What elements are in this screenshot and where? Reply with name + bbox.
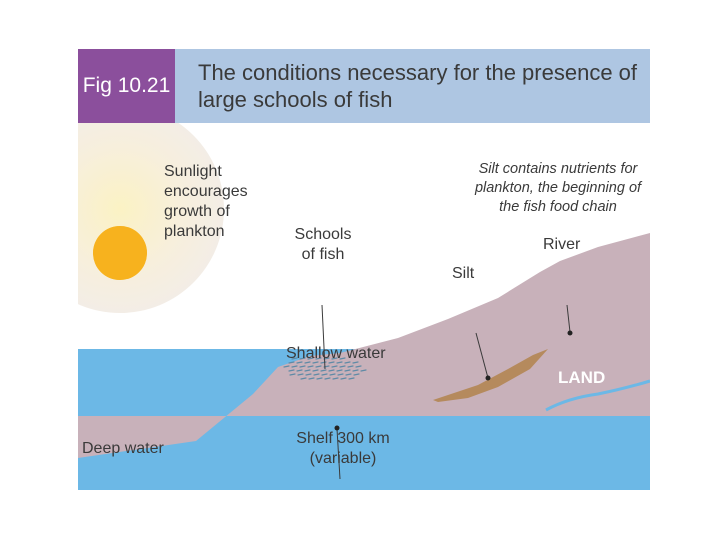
fish-mark xyxy=(360,369,367,372)
oceans-label: OCEANS xyxy=(82,319,155,338)
land xyxy=(78,233,650,458)
fish-mark xyxy=(331,365,338,368)
fish-mark xyxy=(336,369,343,372)
fish-mark xyxy=(352,369,359,372)
silt-label: Silt xyxy=(452,265,475,282)
fish-mark xyxy=(296,361,303,364)
fish-mark xyxy=(299,357,306,360)
fish-mark xyxy=(312,361,319,364)
fish-mark xyxy=(312,369,319,372)
silt-pointer xyxy=(475,332,489,379)
fish-mark xyxy=(332,377,339,380)
fish-mark xyxy=(345,373,352,376)
fish-mark xyxy=(300,377,307,380)
fish-mark xyxy=(288,361,295,364)
deep-water-label: Deep water xyxy=(82,440,164,457)
sunlight-label: Sunlight encourages growth of plankton xyxy=(164,163,248,240)
figure: Fig 10.21 The conditions necessary for t… xyxy=(78,49,650,490)
fish-mark xyxy=(340,377,347,380)
fish-mark xyxy=(304,369,311,372)
figure-number: Fig 10.21 xyxy=(78,49,175,123)
fish-mark xyxy=(331,357,338,360)
fish-mark xyxy=(307,365,314,368)
shallow-water-label: Shallow water xyxy=(286,345,386,362)
fish-mark xyxy=(344,369,351,372)
fish-mark xyxy=(315,357,322,360)
fish-mark xyxy=(316,377,323,380)
fish-mark xyxy=(337,373,344,376)
river-pointer xyxy=(566,304,571,333)
fish-mark xyxy=(355,365,362,368)
shelf-dot xyxy=(334,425,340,431)
fish-mark xyxy=(353,373,360,376)
fish-mark xyxy=(313,373,320,376)
fish-mark xyxy=(291,357,298,360)
fish-mark xyxy=(321,373,328,376)
figure-title: The conditions necessary for the presenc… xyxy=(198,60,638,112)
fish-mark xyxy=(297,373,304,376)
silt-deposit xyxy=(433,349,548,402)
fish-mark xyxy=(288,369,295,372)
fish-mark xyxy=(344,361,351,364)
fish-mark xyxy=(348,377,355,380)
fish-mark xyxy=(336,361,343,364)
fish-mark xyxy=(347,365,354,368)
river-label: River xyxy=(543,236,581,253)
fish-mark xyxy=(352,361,359,364)
fish-mark xyxy=(320,369,327,372)
fish-mark xyxy=(329,373,336,376)
fish-mark xyxy=(283,365,290,368)
fish-mark xyxy=(299,365,306,368)
river xyxy=(545,379,650,412)
fish-mark xyxy=(296,369,303,372)
fish-mark xyxy=(308,377,315,380)
ocean-shelf-diagram xyxy=(78,123,650,490)
shelf-pointer xyxy=(336,428,341,480)
fish-mark xyxy=(339,357,346,360)
silt-dot xyxy=(485,375,491,381)
fish-mark xyxy=(315,365,322,368)
schools-of-fish-label: Schools of fish xyxy=(294,226,352,263)
land-label: LAND xyxy=(558,368,606,387)
fish-mark xyxy=(324,377,331,380)
fish-mark xyxy=(328,369,335,372)
shelf-label: Shelf 300 km (variable) xyxy=(296,430,390,467)
fish-mark xyxy=(291,365,298,368)
fish-mark xyxy=(328,361,335,364)
school-of-fish xyxy=(283,357,367,380)
fish-mark xyxy=(304,361,311,364)
fish-mark xyxy=(289,373,296,376)
fish-mark xyxy=(339,365,346,368)
figure-header: Fig 10.21 The conditions necessary for t… xyxy=(78,49,650,123)
fish-mark xyxy=(307,357,314,360)
fish-mark xyxy=(305,373,312,376)
schools-pointer xyxy=(321,304,326,370)
river-dot xyxy=(567,330,573,336)
silt-nutrients-note: Silt contains nutrients for plankton, th… xyxy=(474,161,642,215)
